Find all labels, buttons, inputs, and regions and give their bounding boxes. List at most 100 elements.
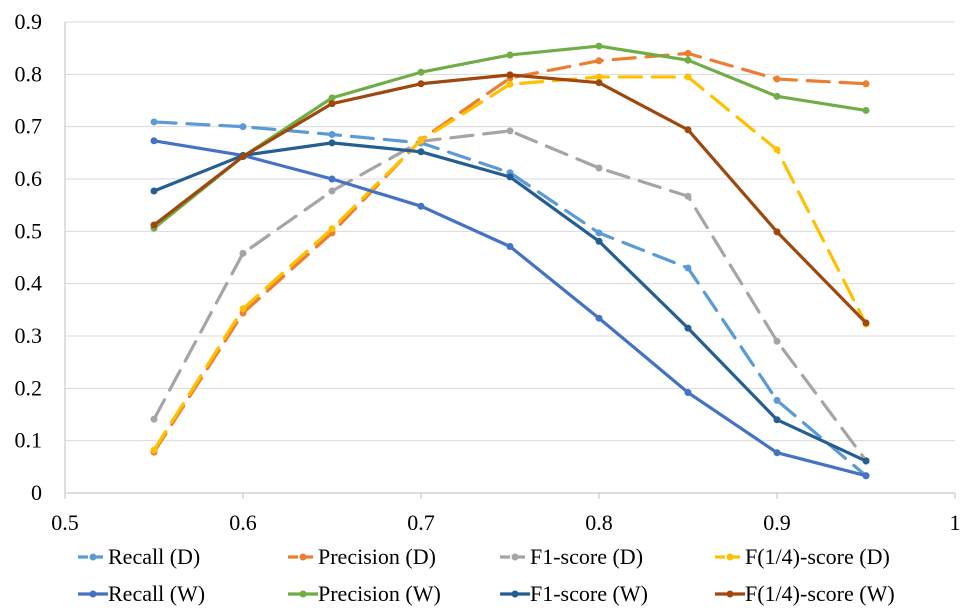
legend-item-recall-d: Recall (D) bbox=[78, 544, 200, 569]
legend-item-precision-d: Precision (D) bbox=[288, 544, 436, 569]
legend-marker bbox=[511, 553, 519, 561]
legend-item-f1-score-d: F1-score (D) bbox=[500, 544, 643, 569]
x-tick-label: 0.9 bbox=[763, 510, 791, 535]
data-point-f-1-4-score-d bbox=[239, 305, 247, 313]
data-point-recall-w bbox=[684, 389, 692, 397]
data-point-f-1-4-score-d bbox=[506, 80, 514, 88]
data-point-recall-w bbox=[328, 175, 336, 183]
data-point-recall-w bbox=[417, 202, 425, 210]
data-point-f1-score-w bbox=[328, 139, 336, 147]
data-point-f-1-4-score-w bbox=[862, 319, 870, 327]
data-point-f-1-4-score-w bbox=[684, 126, 692, 134]
legend-item-f1-score-w: F1-score (W) bbox=[500, 581, 648, 606]
series-line-f1-score-d bbox=[152, 129, 868, 463]
data-point-f1-score-w bbox=[862, 457, 870, 465]
legend-label: Recall (W) bbox=[108, 581, 205, 606]
data-point-f1-score-d bbox=[773, 337, 781, 345]
legend-marker bbox=[299, 553, 307, 561]
series-precision-w bbox=[150, 42, 870, 232]
data-point-f1-score-w bbox=[506, 173, 514, 181]
data-point-f-1-4-score-w bbox=[506, 71, 514, 79]
legend-label: F1-score (W) bbox=[530, 581, 648, 606]
data-point-precision-d bbox=[684, 49, 692, 57]
data-point-recall-w bbox=[595, 314, 603, 322]
data-point-f1-score-w bbox=[595, 237, 603, 245]
data-point-precision-d bbox=[773, 75, 781, 83]
legend-marker bbox=[89, 590, 97, 598]
y-tick-label: 0 bbox=[31, 480, 42, 505]
data-point-recall-d bbox=[595, 229, 603, 237]
y-tick-label: 0.7 bbox=[15, 114, 43, 139]
legend-marker bbox=[511, 590, 519, 598]
legend-marker bbox=[299, 590, 307, 598]
y-tick-label: 0.1 bbox=[15, 428, 43, 453]
legend-label: F1-score (D) bbox=[530, 544, 643, 569]
legend-label: Precision (W) bbox=[318, 581, 441, 606]
legend-marker bbox=[726, 590, 734, 598]
legend-marker bbox=[726, 553, 734, 561]
data-point-f-1-4-score-d bbox=[684, 73, 692, 81]
data-point-precision-w bbox=[417, 68, 425, 76]
data-point-recall-w bbox=[506, 243, 514, 251]
legend-marker bbox=[89, 553, 97, 561]
y-tick-label: 0.8 bbox=[15, 61, 43, 86]
data-point-f-1-4-score-w bbox=[417, 80, 425, 88]
data-point-precision-w bbox=[684, 56, 692, 64]
series-precision-d bbox=[150, 49, 870, 456]
data-point-f1-score-d bbox=[328, 187, 336, 195]
x-tick-label: 0.8 bbox=[585, 510, 613, 535]
data-point-precision-d bbox=[595, 57, 603, 65]
series-recall-d bbox=[150, 118, 870, 480]
series-line-f-1-4-score-w bbox=[152, 73, 868, 325]
data-point-f1-score-w bbox=[773, 416, 781, 424]
y-tick-label: 0.5 bbox=[15, 218, 43, 243]
y-tick-label: 0.9 bbox=[15, 9, 43, 34]
series-recall-w bbox=[150, 137, 870, 480]
data-point-f-1-4-score-d bbox=[773, 146, 781, 154]
data-point-precision-d bbox=[862, 80, 870, 88]
x-tick-label: 0.7 bbox=[407, 510, 435, 535]
data-point-precision-w bbox=[506, 51, 514, 59]
data-point-f-1-4-score-d bbox=[417, 136, 425, 144]
data-point-f1-score-w bbox=[684, 324, 692, 332]
y-tick-label: 0.6 bbox=[15, 166, 43, 191]
data-point-f1-score-w bbox=[417, 148, 425, 156]
data-point-f-1-4-score-w bbox=[773, 228, 781, 236]
legend-label: F(1/4)-score (W) bbox=[745, 581, 895, 606]
data-point-f-1-4-score-w bbox=[239, 152, 247, 160]
data-point-recall-w bbox=[862, 472, 870, 480]
x-tick-label: 1 bbox=[950, 510, 961, 535]
legend-item-f-1-4-score-w: F(1/4)-score (W) bbox=[715, 581, 895, 606]
y-tick-label: 0.3 bbox=[15, 323, 43, 348]
data-point-recall-w bbox=[150, 137, 158, 145]
axes: 0 0.1 0.2 0.3 0.4 0.5 0.6 0.7 0.8 0.9 0.5 0.6 0.7 0.8… bbox=[15, 9, 961, 535]
data-point-f1-score-d bbox=[239, 249, 247, 257]
legend-item-precision-w: Precision (W) bbox=[288, 581, 441, 606]
data-point-recall-d bbox=[684, 264, 692, 272]
legend-item-f-1-4-score-d: F(1/4)-score (D) bbox=[715, 544, 890, 569]
series-line-f1-score-w bbox=[152, 141, 868, 463]
series-line-recall-w bbox=[152, 139, 868, 478]
data-point-f1-score-d bbox=[684, 192, 692, 200]
data-point-f1-score-d bbox=[595, 164, 603, 172]
series-lines bbox=[150, 42, 870, 480]
x-tick-label: 0.5 bbox=[51, 510, 79, 535]
data-point-f1-score-d bbox=[150, 415, 158, 423]
y-tick-label: 0.2 bbox=[15, 375, 43, 400]
legend-label: F(1/4)-score (D) bbox=[745, 544, 890, 569]
data-point-f1-score-d bbox=[506, 127, 514, 135]
data-point-f-1-4-score-w bbox=[150, 221, 158, 229]
data-point-precision-w bbox=[328, 94, 336, 102]
data-point-recall-d bbox=[150, 118, 158, 126]
data-point-precision-w bbox=[862, 106, 870, 114]
data-point-f-1-4-score-d bbox=[150, 446, 158, 454]
data-point-recall-d bbox=[773, 396, 781, 404]
data-point-f-1-4-score-d bbox=[328, 225, 336, 233]
data-point-precision-w bbox=[773, 92, 781, 100]
data-point-recall-w bbox=[773, 449, 781, 457]
series-f1-score-w bbox=[150, 139, 870, 465]
series-f-1-4-score-w bbox=[150, 71, 870, 327]
data-point-recall-d bbox=[328, 131, 336, 139]
legend-label: Precision (D) bbox=[318, 544, 436, 569]
